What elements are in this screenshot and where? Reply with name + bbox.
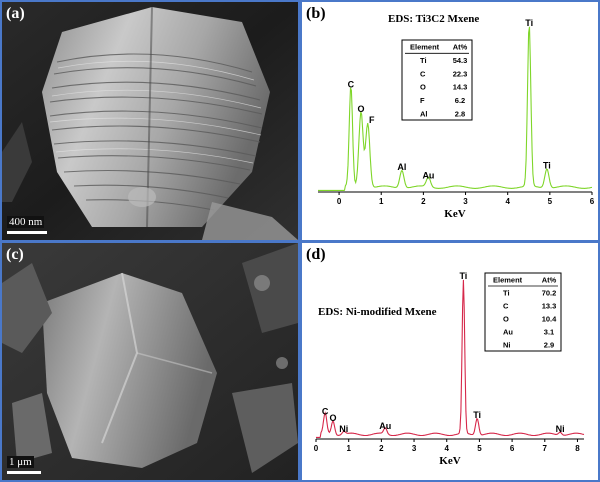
peak-label: Ni	[556, 424, 565, 434]
eds-spectrum-line	[318, 26, 593, 191]
x-tick-label: 1	[379, 197, 384, 206]
table-cell-value: 54.3	[453, 56, 468, 65]
composition-table	[401, 39, 473, 121]
peak-label: C	[322, 407, 329, 417]
table-cell-value: 3.1	[544, 327, 554, 336]
table-cell-value: 14.3	[453, 83, 468, 92]
table-cell-element: Ti	[503, 288, 510, 297]
panel-label-b: (b)	[306, 5, 326, 22]
table-cell-element: C	[420, 69, 426, 78]
scale-bar-a-text: 400 nm	[7, 216, 45, 228]
peak-label: Au	[379, 421, 391, 431]
x-tick-label: 7	[543, 444, 548, 453]
table-cell-element: Ni	[503, 340, 511, 349]
table-cell-element: Au	[503, 327, 513, 336]
peak-label: Ti	[543, 161, 551, 171]
peak-label: O	[357, 104, 364, 114]
table-cell-value: 2.9	[544, 340, 554, 349]
peak-label: C	[348, 80, 355, 90]
table-cell-value: 22.3	[453, 69, 468, 78]
x-tick-label: 2	[421, 197, 426, 206]
table-header-element: Element	[493, 275, 523, 284]
sem-image-c	[2, 243, 298, 480]
table-cell-value: 10.4	[542, 314, 557, 323]
panel-d: (d) 0 1 2 3 4 5 6 7 8 KeV C O Ni Au Ti Ti Ni EDS: Ni-modi…	[300, 241, 600, 482]
x-tick-label: 8	[575, 444, 580, 453]
peak-label: Ti	[459, 271, 467, 281]
table-header-at: At%	[542, 275, 557, 284]
table-cell-element: F	[420, 96, 425, 105]
scale-bar-a: 400 nm	[7, 212, 47, 234]
panel-label-d: (d)	[306, 246, 326, 263]
panel-c: (c) 1 μm	[0, 241, 300, 482]
x-tick-label: 0	[314, 444, 319, 453]
panel-b: (b) 0 1 2 3 4 5 6 KeV C O F Al Au Ti Ti EDS: Ti3C2 Mxen…	[300, 0, 600, 242]
table-cell-element: C	[503, 301, 509, 310]
panel-label-c: (c)	[6, 246, 24, 263]
table-cell-element: O	[420, 83, 426, 92]
scale-bar-c-text: 1 μm	[7, 456, 34, 468]
table-cell-value: 2.8	[455, 109, 465, 118]
x-tick-label: 0	[337, 197, 342, 206]
panel-a: (a) 400 nm	[0, 0, 300, 242]
scale-bar-a-line	[7, 231, 47, 234]
table-cell-value: 13.3	[542, 301, 557, 310]
peak-label: Au	[422, 170, 434, 180]
chart-title: EDS: Ti3C2 Mxene	[388, 13, 479, 25]
x-tick-label: 4	[505, 197, 510, 206]
x-axis-label: KeV	[444, 208, 465, 220]
x-tick-label: 3	[463, 197, 468, 206]
table-cell-element: Al	[420, 109, 428, 118]
scale-bar-c: 1 μm	[7, 452, 41, 474]
table-cell-element: O	[503, 314, 509, 323]
x-tick-label: 4	[445, 444, 450, 453]
x-tick-label: 1	[346, 444, 351, 453]
x-tick-label: 6	[510, 444, 515, 453]
x-tick-label: 3	[412, 444, 417, 453]
table-header-at: At%	[453, 43, 468, 52]
table-cell-value: 6.2	[455, 96, 465, 105]
x-tick-label: 2	[379, 444, 384, 453]
peak-label: Ni	[339, 424, 348, 434]
peak-label: O	[329, 413, 336, 423]
panel-label-a: (a)	[6, 5, 25, 22]
x-tick-label: 6	[590, 197, 595, 206]
peak-label: F	[369, 115, 375, 125]
x-tick-label: 5	[477, 444, 482, 453]
x-axis-label: KeV	[439, 455, 460, 467]
chart-title: EDS: Ni-modified Mxene	[318, 306, 437, 318]
table-cell-element: Ti	[420, 56, 427, 65]
x-tick-label: 5	[548, 197, 553, 206]
eds-spectrum-line	[316, 279, 585, 438]
peak-label: Al	[397, 162, 406, 172]
scale-bar-c-line	[7, 471, 41, 474]
table-cell-value: 70.2	[542, 288, 557, 297]
table-header-element: Element	[410, 43, 440, 52]
sem-image-a	[2, 2, 298, 240]
peak-label: Ti	[525, 18, 533, 28]
composition-table	[484, 272, 562, 352]
peak-label: Ti	[473, 410, 481, 420]
